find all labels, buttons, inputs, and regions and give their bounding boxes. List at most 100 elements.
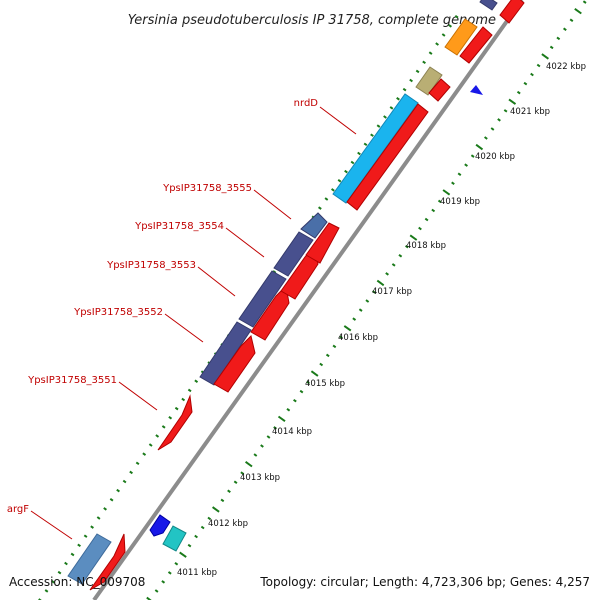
gene-label-YpsIP31758-3554[interactable]: YpsIP31758_3554: [134, 221, 224, 232]
kbp-label: 4017 kbp: [372, 287, 412, 297]
feature-orange[interactable]: [444, 18, 478, 56]
minor-tick: [536, 63, 541, 68]
minor-tick: [253, 453, 258, 457]
kbp-labels: 4011 kbp 4012 kbp 4013 kbp 4014 kbp 4015…: [177, 62, 586, 578]
leader-line: [197, 266, 236, 297]
cds-arrow[interactable]: [499, 0, 525, 24]
cds-arrow[interactable]: [346, 103, 429, 211]
minor-tick: [299, 389, 304, 394]
minor-tick: [161, 425, 166, 429]
minor-tick: [116, 488, 120, 493]
major-tick: [146, 596, 152, 600]
minor-tick: [174, 406, 179, 411]
minor-tick: [409, 78, 413, 83]
minor-tick: [484, 136, 488, 140]
minor-tick: [161, 580, 166, 584]
major-tick: [574, 7, 582, 15]
kbp-label: 4022 kbp: [546, 62, 586, 72]
minor-tick: [556, 36, 561, 41]
gene-labels: nrdD YpsIP31758_3555 YpsIP31758_3554 Yps…: [7, 98, 357, 540]
feature-nrdD[interactable]: [332, 93, 419, 204]
major-tick: [376, 279, 385, 287]
leader-line: [319, 106, 357, 135]
minor-tick: [174, 561, 179, 566]
kbp-label: 4018 kbp: [406, 241, 446, 251]
cds-arrow[interactable]: [157, 394, 193, 451]
minor-tick: [454, 14, 459, 19]
minor-tick: [582, 0, 587, 4]
minor-tick: [51, 579, 55, 584]
minor-tick: [240, 471, 245, 475]
minor-tick: [357, 151, 361, 156]
minor-tick: [167, 571, 172, 575]
minor-tick: [135, 461, 140, 466]
minor-tick: [129, 470, 133, 475]
cds-arrow[interactable]: [213, 335, 256, 393]
minor-tick: [435, 42, 439, 46]
minor-tick: [142, 452, 147, 456]
gene-label-YpsIP31758-3551[interactable]: YpsIP31758_3551: [27, 375, 117, 386]
leader-line: [164, 313, 204, 343]
feature-khaki[interactable]: [415, 66, 443, 96]
gene-label-YpsIP31758-3553[interactable]: YpsIP31758_3553: [106, 260, 196, 271]
minor-tick: [418, 226, 422, 231]
minor-tick: [293, 398, 297, 403]
minor-tick: [422, 60, 426, 65]
major-tick: [409, 234, 418, 241]
feature-cyan-block[interactable]: [162, 525, 187, 552]
minor-tick: [154, 589, 159, 593]
feature-YpsIP31758-3553[interactable]: [238, 270, 287, 328]
major-tick: [508, 98, 517, 105]
map-title: Yersinia pseudotuberculosis IP 31758, co…: [128, 13, 496, 28]
minor-tick: [352, 317, 357, 321]
kbp-label: 4019 kbp: [440, 197, 480, 207]
minor-tick: [109, 497, 114, 502]
cds-arrow[interactable]: [89, 533, 126, 591]
kbp-label: 4011 kbp: [177, 568, 217, 578]
gene-label-YpsIP31758-3552[interactable]: YpsIP31758_3552: [73, 307, 163, 318]
minor-tick: [273, 426, 277, 430]
feature-blue-small[interactable]: [470, 85, 483, 95]
minor-tick: [398, 253, 403, 258]
topology-text: Topology: circular; Length: 4,723,306 bp…: [259, 575, 590, 589]
minor-tick: [90, 525, 94, 529]
cds-arrow[interactable]: [459, 26, 493, 64]
feature-YpsIP31758-3555[interactable]: [300, 212, 328, 239]
minor-tick: [457, 172, 462, 177]
gene-label-argF[interactable]: argF: [7, 504, 29, 515]
minor-tick: [319, 362, 324, 367]
minor-tick: [200, 525, 205, 530]
kbp-label: 4014 kbp: [272, 427, 312, 437]
minor-tick: [516, 90, 521, 95]
cds-arrow[interactable]: [428, 78, 451, 102]
minor-tick: [563, 27, 567, 32]
feature-blue-block[interactable]: [149, 514, 171, 537]
minor-tick: [350, 160, 355, 165]
feature-navy-top[interactable]: [479, 0, 498, 11]
kbp-label: 4015 kbp: [305, 379, 345, 389]
minor-tick: [70, 552, 75, 557]
major-tick: [475, 143, 484, 151]
major-tick: [245, 460, 253, 468]
feature-argF[interactable]: [67, 533, 112, 585]
gene-label-nrdD[interactable]: nrdD: [294, 98, 319, 109]
gene-label-YpsIP31758-3555[interactable]: YpsIP31758_3555: [162, 183, 252, 194]
feature-YpsIP31758-3552[interactable]: [199, 321, 252, 386]
feature-YpsIP31758-3554[interactable]: [273, 231, 314, 277]
minor-tick: [389, 106, 394, 110]
minor-tick: [437, 199, 442, 204]
minor-tick: [324, 197, 329, 201]
minor-tick: [431, 208, 436, 213]
reverse-strand-features: [67, 0, 498, 585]
leader-line: [225, 227, 265, 258]
kbp-label: 4020 kbp: [475, 152, 515, 162]
minor-tick: [168, 415, 173, 420]
minor-tick: [187, 543, 192, 548]
cds-arrow[interactable]: [305, 222, 340, 264]
minor-tick: [325, 353, 330, 358]
minor-tick: [523, 81, 528, 86]
kbp-label: 4016 kbp: [338, 333, 378, 343]
leader-line: [30, 510, 73, 540]
kbp-tick-track: [146, 0, 587, 600]
